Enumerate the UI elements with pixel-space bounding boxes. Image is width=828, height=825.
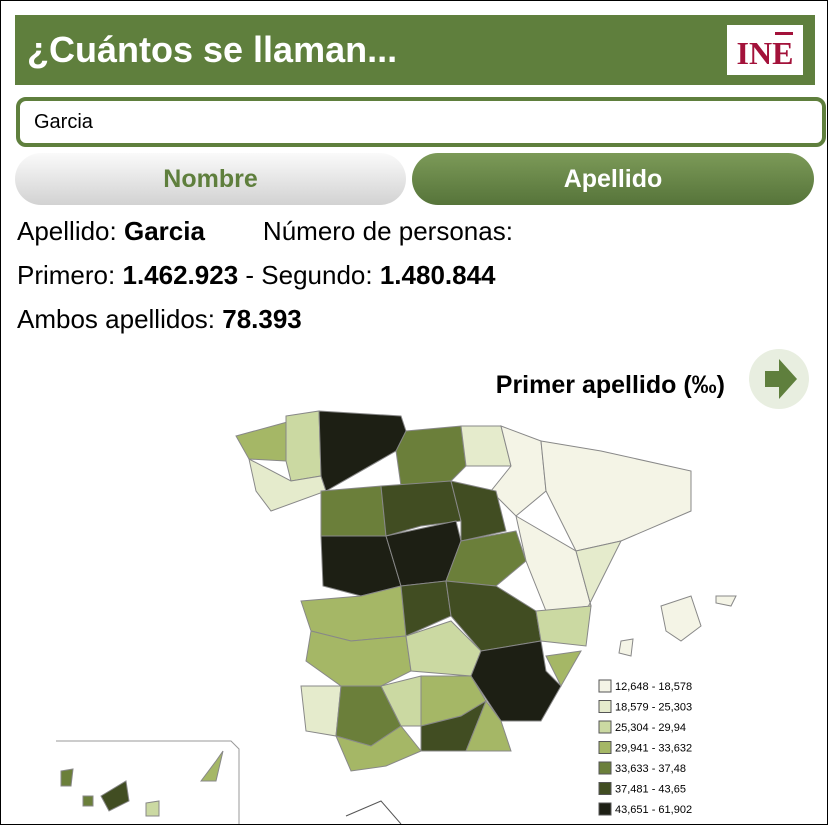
legend-swatch xyxy=(598,802,612,816)
island xyxy=(618,638,634,657)
legend-swatch xyxy=(598,679,612,693)
info-line: Primero: 1.462.923 - Segundo: 1.480.844 xyxy=(17,260,496,291)
coast xyxy=(345,800,402,824)
province xyxy=(335,725,422,772)
province xyxy=(380,480,462,537)
label: Apellido: xyxy=(17,216,117,246)
legend-label: 12,648 - 18,578 xyxy=(615,681,692,693)
info-line: Apellido: Garcia Número de personas: xyxy=(17,216,513,247)
island xyxy=(715,595,737,607)
legend-swatch xyxy=(598,720,612,734)
map-title: Primer apellido (‰) xyxy=(496,371,725,399)
tab-nombre[interactable]: Nombre xyxy=(15,153,406,205)
province xyxy=(285,410,322,482)
canary-frame xyxy=(56,740,240,824)
legend-label: 25,304 - 29,94 xyxy=(615,722,686,734)
province xyxy=(545,650,582,688)
info-line: Ambos apellidos: 78.393 xyxy=(17,304,302,335)
province xyxy=(300,685,342,737)
island xyxy=(82,795,94,807)
province xyxy=(305,630,412,687)
island xyxy=(100,780,130,812)
island xyxy=(200,750,224,782)
search-input[interactable]: Garcia xyxy=(16,97,826,147)
province xyxy=(320,485,387,542)
legend-swatch xyxy=(598,741,612,754)
app-title: ¿Cuántos se llaman... xyxy=(27,29,398,70)
logo-bar xyxy=(775,32,793,35)
legend-label: 18,579 - 25,303 xyxy=(615,702,692,714)
island xyxy=(660,595,702,642)
label: Primero: xyxy=(17,260,116,290)
legend-label: 33,633 - 37,48 xyxy=(615,763,686,775)
province xyxy=(395,425,467,487)
label: Ambos apellidos: xyxy=(17,304,215,334)
value: 1.462.923 xyxy=(122,260,239,290)
island xyxy=(60,768,74,787)
province xyxy=(450,480,507,542)
province xyxy=(445,530,527,587)
label: Número de personas: xyxy=(262,216,513,246)
label: - Segundo: xyxy=(245,260,373,290)
province xyxy=(535,605,592,647)
province xyxy=(465,699,512,752)
legend-label: 37,481 - 43,65 xyxy=(615,784,686,796)
header: ¿Cuántos se llaman... INE xyxy=(15,15,815,85)
legend-label: 29,941 - 33,632 xyxy=(615,743,692,755)
legend-swatch xyxy=(598,700,612,713)
island xyxy=(145,800,160,817)
legend-label: 43,651 - 61,902 xyxy=(615,804,692,816)
provinces xyxy=(60,410,737,817)
tab-apellido[interactable]: Apellido xyxy=(412,153,814,205)
value: Garcia xyxy=(123,216,205,246)
legend-swatch xyxy=(598,782,612,795)
value: 1.480.844 xyxy=(379,260,496,290)
map: Primer apellido (‰) xyxy=(56,349,809,824)
province xyxy=(540,440,692,552)
legend: 12,648 - 18,578 18,579 - 25,303 25,304 - 2… xyxy=(598,679,692,816)
value: 78.393 xyxy=(222,304,302,334)
arrow-icon xyxy=(765,359,797,399)
legend-swatch xyxy=(598,761,612,775)
